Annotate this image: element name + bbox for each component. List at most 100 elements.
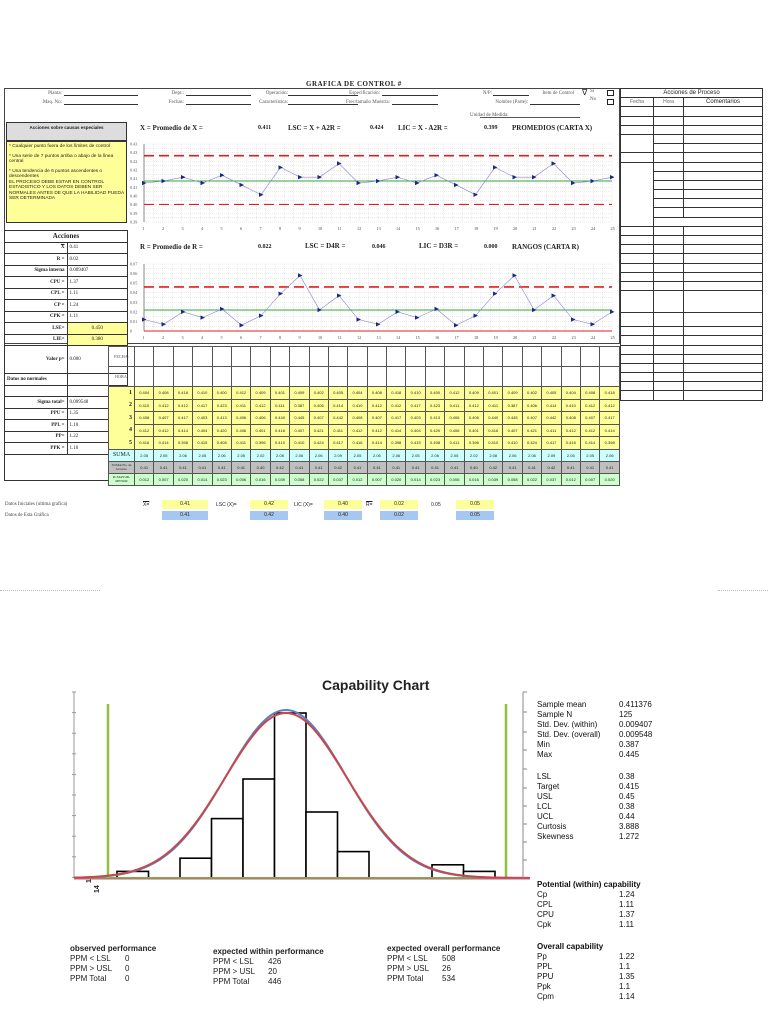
proc-cell[interactable] bbox=[683, 115, 763, 126]
proc-cell[interactable] bbox=[683, 198, 763, 209]
reading-cell[interactable]: 0.412 bbox=[153, 423, 174, 437]
proc-cell[interactable] bbox=[653, 207, 684, 218]
proc-cell[interactable] bbox=[683, 170, 763, 181]
proc-cell[interactable] bbox=[653, 179, 684, 191]
hora-cell[interactable] bbox=[463, 366, 485, 387]
reading-cell[interactable]: 0.406 bbox=[463, 411, 485, 425]
np-field[interactable] bbox=[493, 89, 529, 96]
proc-cell[interactable] bbox=[653, 253, 684, 264]
reading-cell[interactable]: 0.410 bbox=[347, 398, 368, 412]
lse-input[interactable]: 0.450 bbox=[66, 322, 128, 335]
reading-cell[interactable]: 0.413 bbox=[211, 411, 232, 425]
reading-cell[interactable]: 0.410 bbox=[502, 436, 523, 450]
reading-cell[interactable]: 0.408 bbox=[347, 411, 368, 425]
dept-field[interactable] bbox=[186, 89, 251, 96]
reading-cell[interactable]: 0.410 bbox=[560, 398, 581, 412]
proc-cell[interactable] bbox=[653, 290, 684, 314]
reading-cell[interactable]: 0.442 bbox=[541, 411, 562, 425]
reading-cell[interactable]: 0.410 bbox=[192, 386, 213, 400]
proc-cell[interactable] bbox=[683, 312, 763, 328]
reading-cell[interactable]: 0.410 bbox=[269, 436, 291, 450]
initial-extra[interactable]: 0.05 bbox=[456, 500, 494, 509]
fecha-cell[interactable] bbox=[289, 346, 310, 367]
reading-cell[interactable]: 0.412 bbox=[366, 423, 388, 437]
si-checkbox[interactable] bbox=[607, 90, 614, 96]
reading-cell[interactable]: 0.414 bbox=[327, 398, 349, 412]
fechas-field[interactable] bbox=[186, 98, 251, 105]
proc-cell[interactable] bbox=[683, 244, 763, 255]
reading-cell[interactable]: 0.420 bbox=[211, 423, 232, 437]
reading-cell[interactable]: 0.411 bbox=[541, 423, 562, 437]
proc-cell[interactable] bbox=[653, 271, 684, 282]
reading-cell[interactable]: 0.411 bbox=[269, 398, 291, 412]
reading-cell[interactable]: 0.396 bbox=[250, 436, 271, 450]
reading-cell[interactable]: 0.405 bbox=[327, 386, 349, 400]
initial-rbar[interactable]: 0.02 bbox=[380, 500, 418, 509]
proc-cell[interactable] bbox=[683, 290, 763, 314]
proc-cell[interactable] bbox=[620, 390, 654, 401]
reading-cell[interactable]: 0.418 bbox=[386, 386, 407, 400]
reading-cell[interactable]: 0.404 bbox=[405, 423, 426, 437]
hora-cell[interactable] bbox=[133, 366, 155, 387]
reading-cell[interactable]: 0.409 bbox=[250, 386, 271, 400]
reading-cell[interactable]: 0.406 bbox=[444, 411, 465, 425]
hora-cell[interactable] bbox=[211, 366, 232, 387]
reading-cell[interactable]: 0.408 bbox=[133, 411, 155, 425]
proc-cell[interactable] bbox=[653, 344, 684, 355]
fecha-cell[interactable] bbox=[133, 346, 155, 367]
frec-field[interactable] bbox=[392, 98, 438, 105]
hora-cell[interactable] bbox=[521, 366, 543, 387]
reading-cell[interactable]: 0.416 bbox=[560, 436, 581, 450]
hora-cell[interactable] bbox=[405, 366, 426, 387]
planta-field[interactable] bbox=[64, 89, 138, 96]
proc-cell[interactable] bbox=[683, 335, 763, 346]
fecha-cell[interactable] bbox=[172, 346, 194, 367]
reading-cell[interactable]: 0.411 bbox=[230, 398, 252, 412]
reading-cell[interactable]: 0.412 bbox=[386, 398, 407, 412]
reading-cell[interactable]: 0.408 bbox=[579, 386, 601, 400]
proc-cell[interactable] bbox=[683, 152, 763, 163]
reading-cell[interactable]: 0.411 bbox=[444, 436, 465, 450]
proc-cell[interactable] bbox=[620, 262, 654, 273]
hora-cell[interactable] bbox=[153, 366, 174, 387]
proc-cell[interactable] bbox=[683, 189, 763, 200]
reading-cell[interactable]: 0.406 bbox=[521, 398, 543, 412]
fecha-cell[interactable] bbox=[308, 346, 329, 367]
proc-cell[interactable] bbox=[620, 161, 654, 227]
reading-cell[interactable]: 0.401 bbox=[463, 423, 485, 437]
reading-cell[interactable]: 0.445 bbox=[289, 411, 310, 425]
hora-cell[interactable] bbox=[269, 366, 291, 387]
proc-cell[interactable] bbox=[653, 161, 684, 172]
reading-cell[interactable]: 0.414 bbox=[386, 423, 407, 437]
fecha-cell[interactable] bbox=[560, 346, 581, 367]
proc-cell[interactable] bbox=[683, 372, 763, 383]
hora-cell[interactable] bbox=[579, 366, 601, 387]
proc-cell[interactable] bbox=[683, 353, 763, 364]
fecha-cell[interactable] bbox=[405, 346, 426, 367]
fecha-cell[interactable] bbox=[502, 346, 523, 367]
reading-cell[interactable]: 0.409 bbox=[289, 386, 310, 400]
proc-cell[interactable] bbox=[620, 115, 654, 126]
reading-cell[interactable]: 0.417 bbox=[405, 398, 426, 412]
reading-cell[interactable]: 0.417 bbox=[541, 436, 562, 450]
reading-cell[interactable]: 0.412 bbox=[463, 398, 485, 412]
proc-cell[interactable] bbox=[683, 381, 763, 392]
reading-cell[interactable]: 0.414 bbox=[579, 436, 601, 450]
reading-cell[interactable]: 0.445 bbox=[502, 411, 523, 425]
reading-cell[interactable]: 0.408 bbox=[424, 436, 446, 450]
proc-cell[interactable] bbox=[683, 161, 763, 172]
fecha-cell[interactable] bbox=[579, 346, 601, 367]
reading-cell[interactable]: 0.412 bbox=[153, 398, 174, 412]
reading-cell[interactable]: 0.411 bbox=[444, 398, 465, 412]
reading-cell[interactable]: 0.414 bbox=[172, 423, 194, 437]
proc-cell[interactable] bbox=[620, 326, 654, 337]
reading-cell[interactable]: 0.398 bbox=[386, 436, 407, 450]
proc-cell[interactable] bbox=[683, 179, 763, 191]
proc-cell[interactable] bbox=[683, 133, 763, 145]
hora-cell[interactable] bbox=[502, 366, 523, 387]
proc-cell[interactable] bbox=[653, 216, 763, 227]
reading-cell[interactable]: 0.440 bbox=[269, 411, 291, 425]
hora-cell[interactable] bbox=[599, 366, 620, 387]
reading-cell[interactable]: 0.420 bbox=[424, 423, 446, 437]
proc-cell[interactable] bbox=[683, 225, 763, 237]
